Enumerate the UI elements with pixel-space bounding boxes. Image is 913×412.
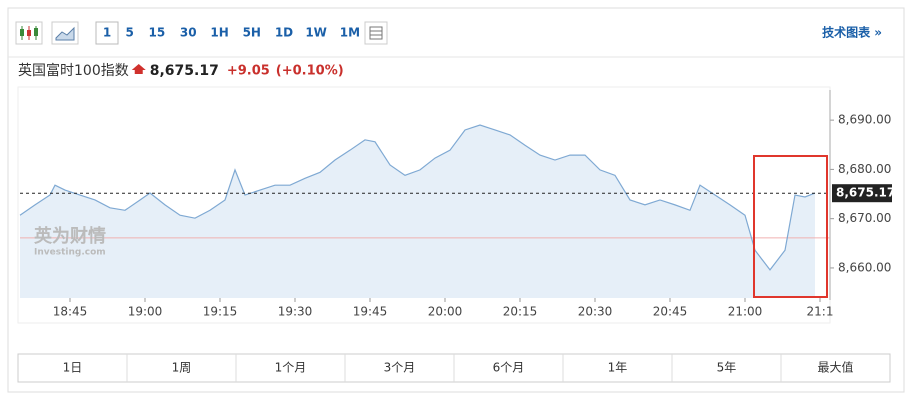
range-tab[interactable]: 1周: [172, 361, 192, 375]
grid-icon[interactable]: [364, 21, 388, 45]
interval-button[interactable]: 1H: [210, 26, 228, 40]
x-tick-label: 21:1: [807, 305, 834, 319]
candle-icon[interactable]: [15, 21, 43, 45]
price: 8,675.17: [150, 63, 219, 79]
watermark-en: Investing.com: [34, 248, 106, 258]
x-tick-label: 20:45: [653, 305, 688, 319]
y-tick-label: 8,690.00: [838, 113, 891, 127]
range-tab[interactable]: 5年: [717, 361, 737, 375]
x-tick-label: 19:00: [128, 305, 163, 319]
x-tick-label: 18:45: [53, 305, 88, 319]
change: +9.05: [227, 64, 270, 79]
index-name: 英国富时100指数: [18, 62, 129, 79]
range-tab[interactable]: 6个月: [493, 361, 525, 375]
y-tick-label: 8,670.00: [838, 211, 891, 225]
y-tick-label: 8,680.00: [838, 162, 891, 176]
x-tick-label: 19:45: [353, 305, 388, 319]
x-tick-label: 20:30: [578, 305, 613, 319]
interval-button[interactable]: 15: [149, 26, 166, 40]
range-tab[interactable]: 1年: [608, 361, 628, 375]
interval-button[interactable]: 1: [103, 26, 111, 40]
range-tab[interactable]: 1个月: [275, 361, 307, 375]
x-tick-label: 20:15: [503, 305, 538, 319]
interval-button[interactable]: 30: [180, 26, 197, 40]
line: [19, 124, 816, 271]
current-label: 8,675.17: [836, 186, 895, 200]
area: [20, 125, 815, 299]
y-tick-label: 8,660.00: [838, 260, 891, 274]
x-tick-label: 20:00: [428, 305, 463, 319]
active-interval: [95, 21, 119, 45]
current-badge: [832, 184, 892, 203]
interval-button[interactable]: 1W: [305, 26, 327, 40]
interval-button[interactable]: 5: [126, 26, 134, 40]
interval-button[interactable]: 1D: [275, 26, 293, 40]
x-tick-label: 19:30: [278, 305, 313, 319]
interval-button[interactable]: 5H: [243, 26, 261, 40]
highlight-box: [753, 155, 828, 298]
area-icon[interactable]: [51, 21, 79, 45]
interval-button[interactable]: 1M: [340, 26, 360, 40]
range-tab[interactable]: 1日: [63, 361, 83, 375]
watermark-cn: 英为财情: [33, 225, 106, 247]
x-tick-label: 21:00: [728, 305, 763, 319]
up-arrow: [131, 64, 146, 74]
tech-chart-link[interactable]: 技术图表 »: [822, 25, 882, 40]
x-tick-label: 19:15: [203, 305, 238, 319]
range-tab[interactable]: 最大值: [817, 360, 853, 375]
range-tab[interactable]: 3个月: [384, 361, 416, 375]
change-pct: (+0.10%): [276, 64, 344, 79]
